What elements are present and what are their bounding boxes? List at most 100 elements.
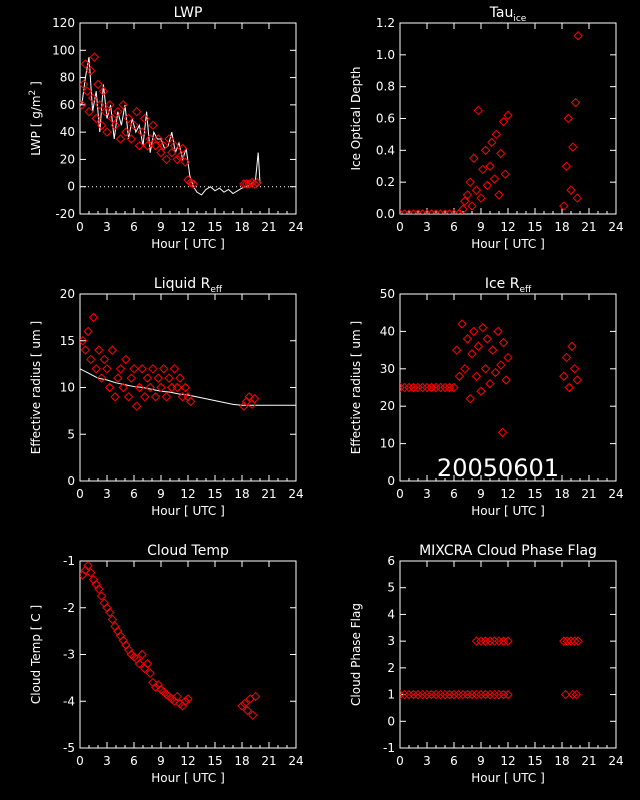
- data-point: [400, 689, 405, 700]
- data-point: [559, 371, 569, 381]
- data-point: [494, 689, 504, 700]
- x-tick-label: 15: [527, 754, 542, 768]
- data-point: [404, 209, 414, 214]
- data-point: [426, 209, 437, 214]
- panel-liquid_reff: Liquid Reff 0 3 6 9 12 15 18 21 24 0 5 10 15 20 Hour [ …: [29, 276, 304, 518]
- panel-cloud_temp: Cloud Temp 0 3 6 9 12 15 18 21 24 -5 -4 -3 -2 -1 Hour […: [29, 543, 304, 785]
- data-point: [560, 689, 571, 700]
- data-point: [451, 345, 462, 355]
- data-point: [563, 113, 574, 124]
- data-point: [435, 209, 446, 214]
- data-point: [453, 689, 464, 700]
- data-point: [471, 185, 482, 195]
- data-point: [400, 209, 405, 214]
- data-point: [493, 326, 503, 337]
- x-tick-label: 3: [103, 487, 111, 501]
- date-stamp: 20050601: [437, 454, 559, 482]
- x-tick-label: 15: [207, 220, 222, 234]
- data-point: [96, 120, 107, 131]
- panel-title: MIXCRA Cloud Phase Flag: [419, 543, 597, 559]
- data-layer: [80, 52, 296, 196]
- data-point: [110, 392, 120, 402]
- y-tick-label: 6: [387, 554, 395, 568]
- data-point: [104, 607, 115, 618]
- data-point: [498, 689, 509, 700]
- data-point: [145, 134, 155, 144]
- y-tick-label: 120: [52, 16, 75, 30]
- data-point: [485, 379, 495, 389]
- data-point: [491, 129, 502, 140]
- data-point: [150, 141, 161, 151]
- x-tick-label: 21: [581, 220, 596, 234]
- data-layer: [80, 561, 261, 720]
- data-point: [126, 134, 137, 144]
- data-point: [449, 209, 459, 214]
- data-point: [460, 196, 470, 206]
- data-point: [485, 161, 495, 171]
- x-tick-label: 0: [396, 754, 404, 768]
- y-tick-label: 0: [387, 474, 395, 488]
- data-point: [86, 567, 96, 578]
- data-point: [465, 394, 475, 404]
- y-axis-label: Effective radius [ um ]: [349, 321, 363, 454]
- data-point: [185, 177, 196, 188]
- data-point: [400, 689, 410, 700]
- panel-title: LWP: [174, 5, 203, 21]
- y-tick-label: 0: [67, 474, 75, 488]
- data-point: [462, 190, 473, 200]
- data-point: [188, 179, 199, 189]
- x-tick-label: 15: [207, 487, 222, 501]
- data-point: [453, 209, 464, 214]
- x-tick-label: 3: [423, 487, 431, 501]
- data-point: [185, 396, 196, 407]
- data-point: [91, 364, 101, 374]
- y-tick-label: -3: [63, 648, 75, 662]
- panel-title: Tauice: [489, 5, 527, 24]
- x-tick-label: 6: [450, 220, 458, 234]
- data-point: [476, 636, 486, 646]
- title-subscript: ice: [513, 14, 526, 24]
- data-point: [435, 689, 446, 700]
- data-point: [449, 689, 459, 700]
- data-point: [142, 659, 153, 669]
- data-point: [440, 689, 450, 700]
- data-point: [137, 649, 147, 660]
- y-tick-label: 30: [380, 362, 395, 376]
- x-tick-label: 3: [423, 754, 431, 768]
- data-layer: [400, 319, 583, 438]
- data-point: [249, 179, 260, 189]
- y-tick-label: 1.2: [376, 16, 395, 30]
- data-point: [569, 636, 580, 646]
- data-point: [83, 326, 93, 337]
- y-tick-label: 2: [387, 661, 395, 675]
- x-tick-label: 9: [157, 487, 165, 501]
- data-point: [150, 682, 161, 692]
- x-tick-label: 24: [288, 754, 303, 768]
- title-main: LWP: [174, 5, 203, 21]
- data-point: [489, 636, 500, 646]
- data-point: [96, 591, 107, 601]
- data-point: [478, 164, 488, 175]
- data-point: [417, 209, 428, 214]
- x-tick-label: 3: [423, 220, 431, 234]
- data-point: [121, 354, 131, 365]
- data-point: [129, 364, 139, 374]
- data-point: [237, 701, 247, 711]
- data-point: [95, 100, 105, 110]
- x-tick-label: 9: [157, 220, 165, 234]
- data-point: [503, 689, 513, 700]
- data-point: [482, 334, 493, 344]
- data-point: [426, 382, 437, 393]
- data-point: [137, 127, 147, 137]
- data-point: [80, 59, 91, 69]
- data-point: [145, 668, 155, 678]
- data-point: [172, 154, 182, 165]
- plot-frame: [79, 560, 297, 749]
- data-point: [93, 79, 103, 90]
- y-tick-label: 1.0: [376, 48, 395, 62]
- data-point: [400, 382, 410, 393]
- data-point: [164, 134, 174, 144]
- data-point: [494, 190, 504, 200]
- data-point: [566, 636, 576, 646]
